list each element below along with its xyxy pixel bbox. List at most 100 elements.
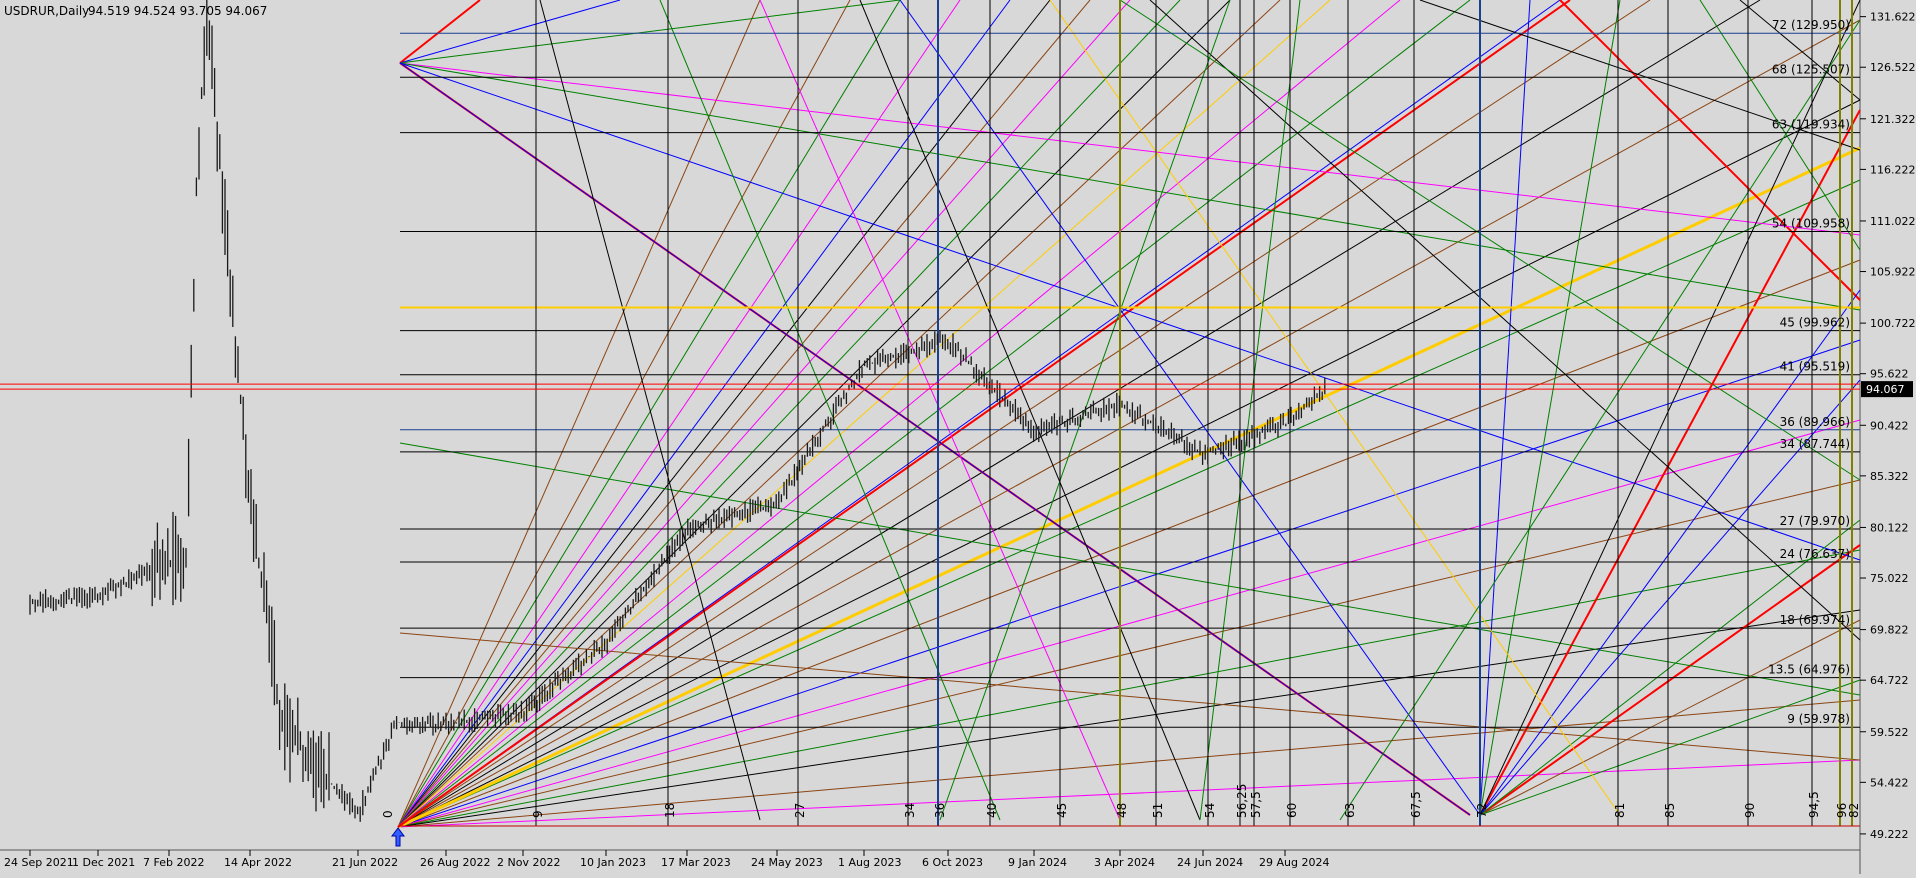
gann-level-lines: [400, 32, 1860, 728]
fan-line: [397, 549, 1861, 828]
price-tick-label: 105.922: [1870, 266, 1916, 279]
fan-line: [399, 62, 1471, 816]
fan-line: [399, 632, 1861, 761]
anchor-arrow-icon[interactable]: [391, 827, 405, 847]
fan-line: [659, 0, 1001, 821]
fan-line: [539, 0, 761, 821]
price-tick-label: 111.022: [1870, 215, 1916, 228]
fan-line: [1119, 0, 1861, 481]
gann-level-label: 27 (79.970): [1780, 514, 1850, 528]
time-tick-label: 24 May 2023: [751, 856, 823, 869]
time-cycle-label: 67,5: [1409, 791, 1423, 818]
time-cycle-label: 34: [903, 803, 917, 818]
time-cycle-label: 9: [531, 810, 545, 818]
time-cycle-label: 72: [1475, 803, 1489, 818]
gann-level-label: 13.5 (64.976): [1768, 663, 1850, 677]
gann-level-label: 41 (95.519): [1780, 360, 1850, 374]
red-diagonal-line: [1559, 0, 1861, 301]
gann-level-label: 45 (99.962): [1780, 316, 1850, 330]
price-tick-label: 80.122: [1870, 521, 1909, 534]
fan-line: [397, 19, 1861, 828]
gann-level-label: 54 (109.958): [1772, 217, 1850, 231]
fan-line: [399, 62, 1861, 561]
fan-line: [1479, 679, 1861, 816]
time-cycle-label: 85: [1663, 803, 1677, 818]
gann-level-label: 63 (119.934): [1772, 118, 1850, 132]
gold-fan-line: [397, 146, 1861, 829]
fan-line: [397, 479, 1861, 828]
time-cycle-label: 63: [1343, 803, 1357, 818]
gann-level-labels: 72 (129.950) 68 (125.507) 63 (119.934) 54 (…: [1768, 18, 1850, 726]
fan-line: [899, 0, 1481, 816]
fan-line: [397, 0, 1471, 828]
fan-line: [1699, 0, 1861, 251]
price-tick-label: 54.422: [1870, 776, 1909, 789]
fan-line: [397, 0, 1131, 828]
gann-level-label: 34 (87.744): [1780, 437, 1850, 451]
time-cycle-label: 45: [1055, 803, 1069, 818]
time-tick-label: 2 Nov 2022: [497, 856, 560, 869]
time-tick-label: 24 Jun 2024: [1177, 856, 1243, 869]
time-cycle-lines: [398, 0, 1860, 827]
price-tick-label: 100.722: [1870, 317, 1916, 330]
time-cycle-label: 94,5: [1807, 791, 1821, 818]
fan-line: [1149, 0, 1861, 641]
fan-line: [1049, 0, 1621, 816]
price-tick-label: 116.222: [1870, 163, 1916, 176]
red-diagonal-line: [399, 0, 481, 64]
time-cycle-label: 82: [1847, 803, 1861, 818]
fan-line: [399, 62, 1861, 311]
fan-line: [859, 0, 1201, 821]
current-price-tag: [1861, 381, 1913, 398]
time-cycle-label: 54: [1203, 803, 1217, 818]
price-tick-label: 131.622: [1870, 11, 1916, 24]
chart-ohlc: 94.519 94.524 93.705 94.067: [88, 4, 267, 18]
fan-line: [397, 419, 1861, 828]
time-tick-label: 17 Mar 2023: [661, 856, 731, 869]
time-tick-label: 7 Feb 2022: [143, 856, 204, 869]
time-cycle-label: 36: [933, 803, 947, 818]
time-tick-label: 10 Jan 2023: [580, 856, 646, 869]
fan-line: [1479, 0, 1531, 816]
price-bars: [0, 0, 1860, 822]
fan-line: [397, 0, 1651, 828]
gann-level-label: 36 (89.966): [1780, 415, 1850, 429]
fan-line: [397, 179, 1861, 828]
price-tick-label: 59.522: [1870, 726, 1909, 739]
time-cycle-label: 57,5: [1249, 791, 1263, 818]
fan-line: [397, 339, 1861, 828]
time-tick-label: 3 Apr 2024: [1094, 856, 1155, 869]
fan-line: [1479, 0, 1861, 816]
time-tick-label: 26 Aug 2022: [420, 856, 490, 869]
time-tick-label: 9 Jan 2024: [1008, 856, 1067, 869]
fan-line: [397, 699, 1861, 828]
fan-line: [1479, 0, 1621, 816]
fan-line: [397, 259, 1861, 828]
fan-line: [399, 62, 1861, 236]
fan-line: [399, 442, 1861, 696]
gann-level-label: 24 (76.637): [1780, 547, 1850, 561]
fan-line: [397, 0, 1331, 828]
fan-line: [397, 0, 1761, 828]
time-cycle-label: 0: [381, 810, 395, 818]
fan-line: [397, 0, 1231, 828]
price-tick-label: 69.822: [1870, 624, 1909, 637]
price-tick-label: 49.222: [1870, 828, 1909, 841]
time-tick-label: 1 Dec 2021: [72, 856, 135, 869]
fan-line: [397, 609, 1861, 828]
time-tick-label: 6 Oct 2023: [922, 856, 983, 869]
gann-level-label: 68 (125.507): [1772, 62, 1850, 76]
fan-line: [397, 0, 901, 828]
time-cycle-label: 81: [1613, 803, 1627, 818]
price-tick-label: 75.022: [1870, 572, 1909, 585]
time-cycle-label: 56,25: [1235, 784, 1249, 818]
red-diagonal-line: [1479, 544, 1861, 816]
anchor-arrow-icon[interactable]: [391, 827, 405, 847]
time-cycle-label: 48: [1115, 803, 1129, 818]
red-fan-line: [397, 0, 1571, 828]
gann-fan-lines: [397, 0, 1861, 829]
fan-line: [399, 0, 621, 64]
